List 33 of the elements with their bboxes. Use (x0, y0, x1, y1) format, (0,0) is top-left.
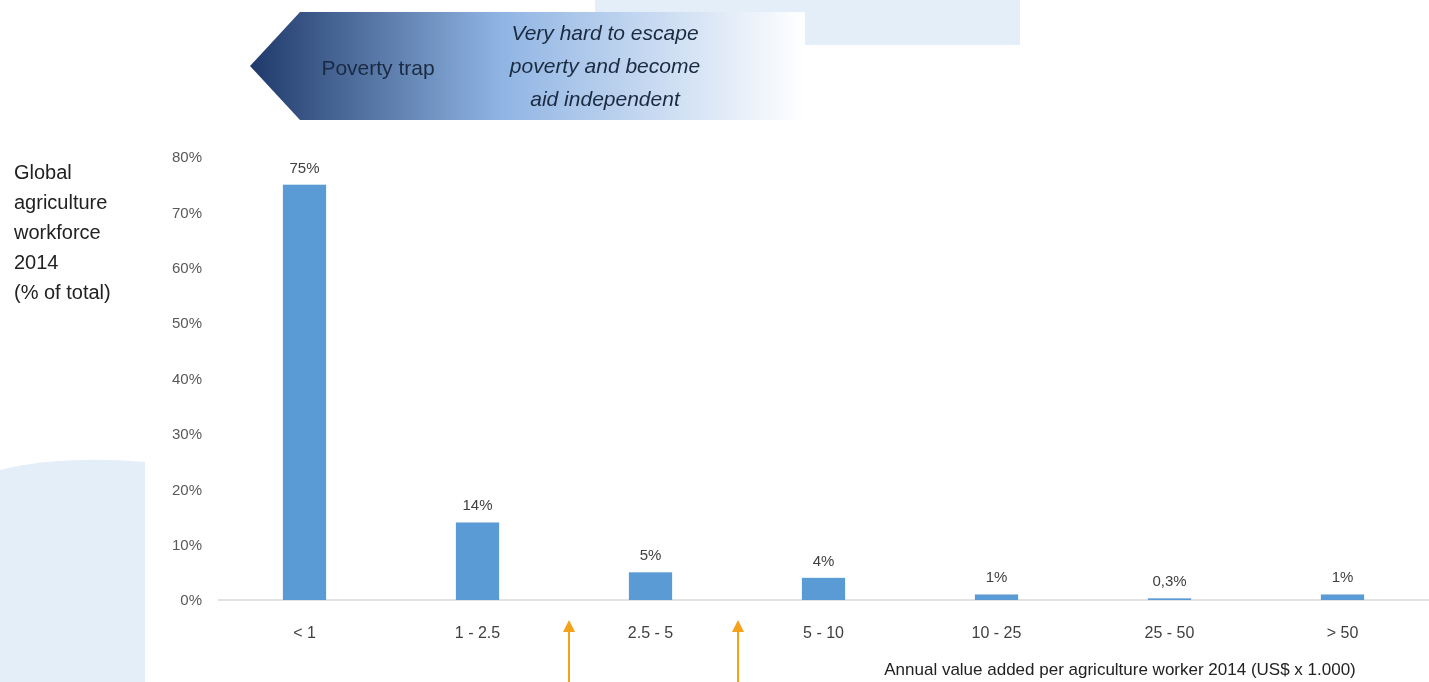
x-tick-label: < 1 (293, 624, 316, 641)
x-axis-title: Annual value added per agriculture worker 2014 (US$ x 1.000) (884, 660, 1356, 679)
bar (1320, 594, 1365, 600)
y-tick-label: 30% (171, 425, 202, 443)
x-tick-label: 2.5 - 5 (627, 624, 674, 641)
bar (282, 184, 327, 600)
y-tick-label: 70% (171, 203, 202, 221)
y-tick-label: 40% (171, 369, 202, 387)
text: Very hard to escape poverty and become aid independent (508, 21, 701, 110)
y-axis-title: Global agriculture workforce 2014 (% of total) (13, 161, 111, 303)
x-tick-label: 25 - 50 (1144, 624, 1195, 641)
text: Poverty trap (321, 56, 435, 79)
data-label: 1% (985, 568, 1008, 586)
y-tick-label: 60% (171, 259, 202, 276)
x-tick-label: 10 - 25 (971, 624, 1022, 641)
y-tick-label: 80% (171, 148, 202, 166)
bar (628, 572, 673, 600)
y-tick-label: 0% (180, 591, 202, 609)
data-label: 14% (462, 496, 493, 514)
bar (801, 577, 846, 600)
data-label: 0,3% (1152, 572, 1187, 590)
data-label: 75% (289, 158, 320, 176)
x-tick-label: > 50 (1326, 624, 1359, 641)
x-tick-label: 1 - 2.5 (454, 624, 501, 641)
y-tick-label: 50% (171, 314, 202, 332)
bar (974, 594, 1019, 600)
x-tick-label: 5 - 10 (803, 624, 845, 641)
bar (455, 522, 500, 600)
data-label: 1% (1331, 568, 1354, 586)
y-tick-label: 20% (171, 480, 202, 498)
data-label: 5% (639, 546, 662, 564)
y-tick-label: 10% (171, 535, 202, 553)
data-label: 4% (812, 551, 835, 569)
